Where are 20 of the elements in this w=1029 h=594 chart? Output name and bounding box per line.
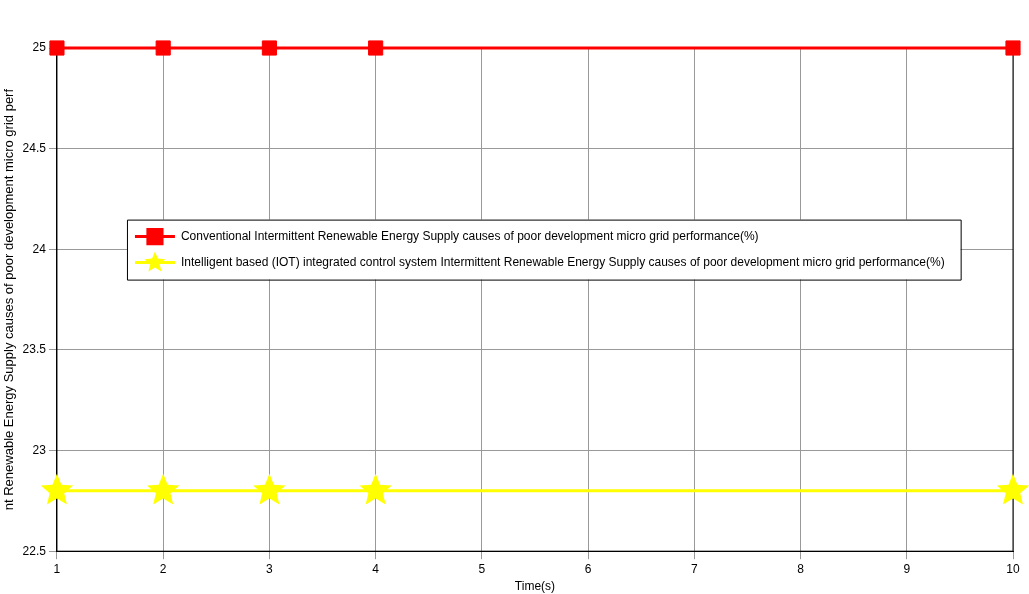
x-tick-label: 3: [266, 561, 274, 576]
x-tick-label: 2: [159, 561, 167, 576]
y-tick-label: 24.5: [22, 140, 47, 155]
x-tick-label: 5: [478, 561, 486, 576]
y-tick-label: 25: [32, 40, 47, 55]
x-axis-title: Time(s): [514, 579, 556, 594]
y-axis-title: nt Renewable Energy Supply causes of poor development micro grid perf: [1, 88, 17, 511]
y-tick-label: 22.5: [22, 543, 47, 558]
legend-label: Intelligent based (IOT) integrated control system Intermittent Renewable Energy Supply causes of poor development micro grid performance(%): [180, 254, 945, 269]
x-tick-label: 10: [1006, 561, 1020, 576]
y-tick-label: 23: [32, 442, 47, 457]
x-tick-label: 7: [690, 561, 698, 576]
y-tick-label: 23.5: [22, 342, 47, 357]
y-tick-label: 24: [32, 241, 47, 256]
x-tick-label: 4: [372, 561, 380, 576]
x-tick-label: 9: [903, 561, 911, 576]
x-tick-label: 6: [584, 561, 592, 576]
x-tick-label: 8: [797, 561, 805, 576]
legend-label: Conventional Intermittent Renewable Energy Supply causes of poor development micro grid performance(%): [180, 228, 759, 243]
x-tick-label: 1: [53, 561, 61, 576]
